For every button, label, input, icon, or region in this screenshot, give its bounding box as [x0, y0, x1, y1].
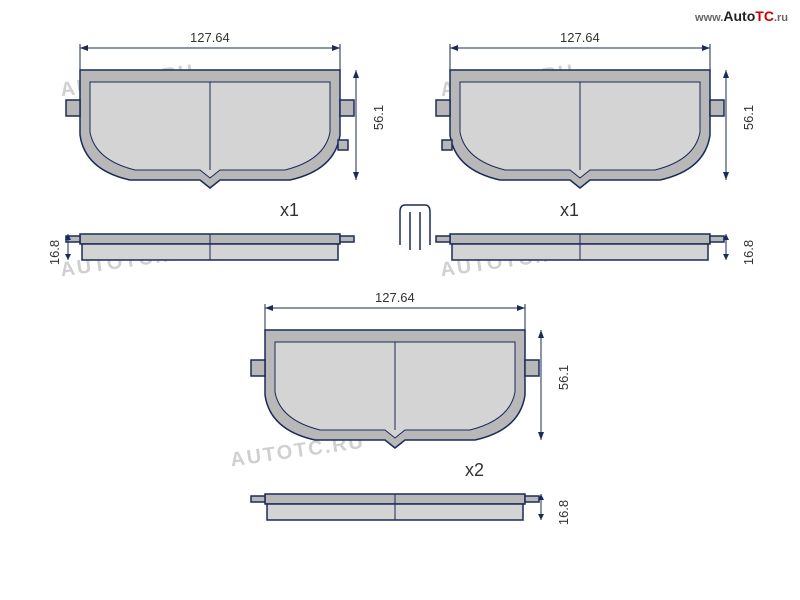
- pad-top-left-side: [60, 220, 360, 280]
- qty-tl: x1: [280, 200, 299, 221]
- dim-thick-tr: 16.8: [741, 240, 756, 265]
- logo-tc: TC: [755, 8, 774, 24]
- dim-thick-tl: 16.8: [47, 240, 62, 265]
- dim-thick-b: 16.8: [556, 500, 571, 525]
- pad-bottom-face: [245, 300, 545, 460]
- dim-width-b: 127.64: [375, 290, 415, 305]
- dim-width-tr: 127.64: [560, 30, 600, 45]
- qty-tr: x1: [560, 200, 579, 221]
- qty-b: x2: [465, 460, 484, 481]
- dim-height-tl: 56.1: [371, 105, 386, 130]
- dim-height-tr: 56.1: [741, 105, 756, 130]
- clip-icon: [390, 200, 440, 260]
- pad-top-left-face: [60, 40, 360, 200]
- pad-top-right-face: [430, 40, 730, 200]
- pad-bottom-side: [245, 480, 555, 540]
- site-logo: www.AutoTC.ru: [695, 8, 788, 24]
- logo-www: www.: [695, 12, 723, 24]
- logo-auto: Auto: [723, 8, 755, 24]
- pad-top-right-side: [430, 220, 740, 280]
- dim-height-b: 56.1: [556, 365, 571, 390]
- logo-ru: .ru: [774, 12, 788, 24]
- dim-width-tl: 127.64: [190, 30, 230, 45]
